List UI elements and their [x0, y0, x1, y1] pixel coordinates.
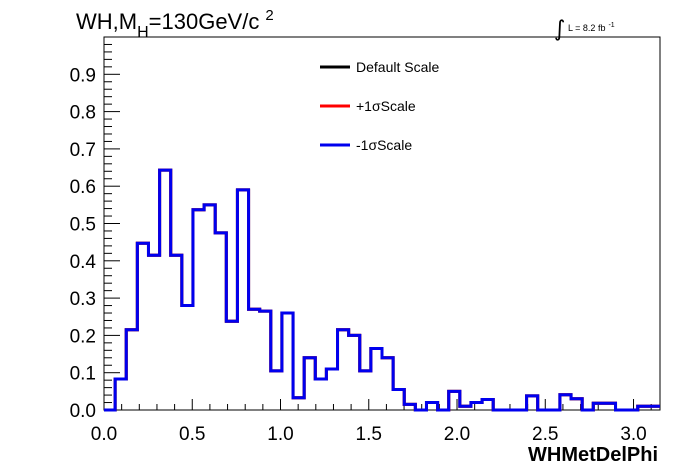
x-tick-label: 1.0	[267, 424, 293, 445]
y-tick-label: 0.8	[70, 103, 96, 124]
series-line-0	[104, 168, 660, 412]
y-tick-label: 0.6	[70, 177, 96, 198]
x-tick-label: 3.0	[620, 424, 646, 445]
y-tick-label: 0.3	[70, 289, 96, 310]
lumi-label: L = 8.2 fb -1	[568, 22, 615, 33]
lumi-integral-symbol: ∫	[554, 17, 565, 42]
title-superscript: 2	[265, 7, 273, 24]
x-tick-label: 0.0	[91, 424, 117, 445]
legend-label-1: +1σScale	[356, 98, 416, 114]
y-tick-label: 0.4	[70, 252, 97, 273]
y-tick-label: 0.1	[70, 364, 96, 385]
title-subscript: H	[137, 24, 149, 41]
series-line-1	[104, 168, 660, 412]
legend-label-0: Default Scale	[356, 59, 439, 75]
x-tick-label: 1.5	[356, 424, 382, 445]
lumi-superscript: -1	[608, 22, 614, 29]
x-tick-label: 2.0	[444, 424, 470, 445]
y-tick-label: 0.5	[70, 215, 96, 236]
x-tick-label: 0.5	[179, 424, 205, 445]
y-tick-label: 0.0	[70, 401, 96, 422]
y-tick-label: 0.2	[70, 326, 96, 347]
series-line-2	[104, 168, 660, 412]
chart-title: WH,MH=130GeV/c 2	[76, 7, 274, 41]
legend-label-2: -1σScale	[356, 137, 412, 153]
x-tick-label: 2.5	[532, 424, 558, 445]
legend: Default Scale +1σScale -1σScale	[320, 59, 439, 153]
x-axis-label: WHMetDelPhi	[528, 444, 658, 466]
lumi-text: L = 8.2 fb	[568, 23, 605, 33]
y-tick-label: 0.9	[70, 65, 96, 86]
axes: 0.0 0.1 0.2 0.3 0.4 0.5 0.6 0.7 0.8 0.9 0.0 0.5 1.0 1…	[70, 36, 652, 445]
series-group	[104, 168, 660, 412]
title-rest: =130GeV/c	[149, 9, 260, 34]
y-tick-label: 0.7	[70, 140, 96, 161]
title-main: WH,M	[76, 9, 137, 34]
